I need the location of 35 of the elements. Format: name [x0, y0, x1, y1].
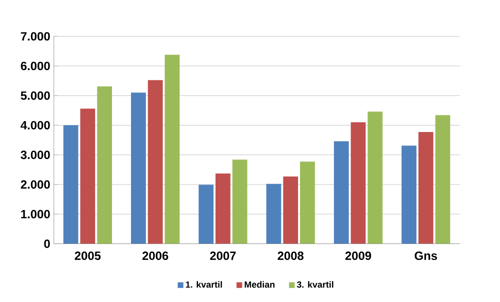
legend-label: 1. kvartil — [186, 281, 222, 288]
bar — [418, 132, 434, 244]
bar — [97, 86, 112, 244]
bar — [300, 162, 315, 244]
bar — [63, 125, 78, 244]
bar — [148, 80, 163, 244]
x-tick-label: 2008 — [278, 252, 304, 260]
bar — [368, 112, 383, 244]
x-tick-label: 2009 — [345, 252, 372, 260]
legend-label: 3. kvartil — [296, 281, 334, 288]
y-tick-label: 0 — [44, 240, 50, 248]
bar — [198, 184, 214, 244]
bar — [232, 160, 248, 244]
bar — [164, 54, 180, 244]
bar — [435, 115, 450, 244]
x-tick-label: 2005 — [74, 252, 101, 260]
bar — [216, 174, 230, 244]
y-tick-label: 1.000 — [21, 210, 50, 218]
y-tick-label: 5.000 — [20, 91, 50, 100]
bar — [334, 141, 349, 244]
y-tick-label: 7.000 — [20, 32, 50, 41]
bar — [402, 146, 416, 244]
bar — [350, 122, 366, 244]
y-tick-label: 2.000 — [20, 180, 50, 189]
y-tick-label: 4.000 — [20, 121, 50, 130]
y-tick-label: 6.000 — [20, 62, 50, 70]
legend-label: Median — [244, 281, 274, 288]
x-tick-label: 2006 — [142, 252, 168, 260]
bar — [266, 184, 282, 244]
x-tick-label: 2007 — [210, 252, 236, 260]
bar — [131, 92, 146, 244]
bar — [80, 108, 96, 244]
bar — [283, 176, 298, 244]
y-tick-label: 3.000 — [20, 150, 50, 160]
x-tick-label: Gns — [414, 252, 438, 260]
